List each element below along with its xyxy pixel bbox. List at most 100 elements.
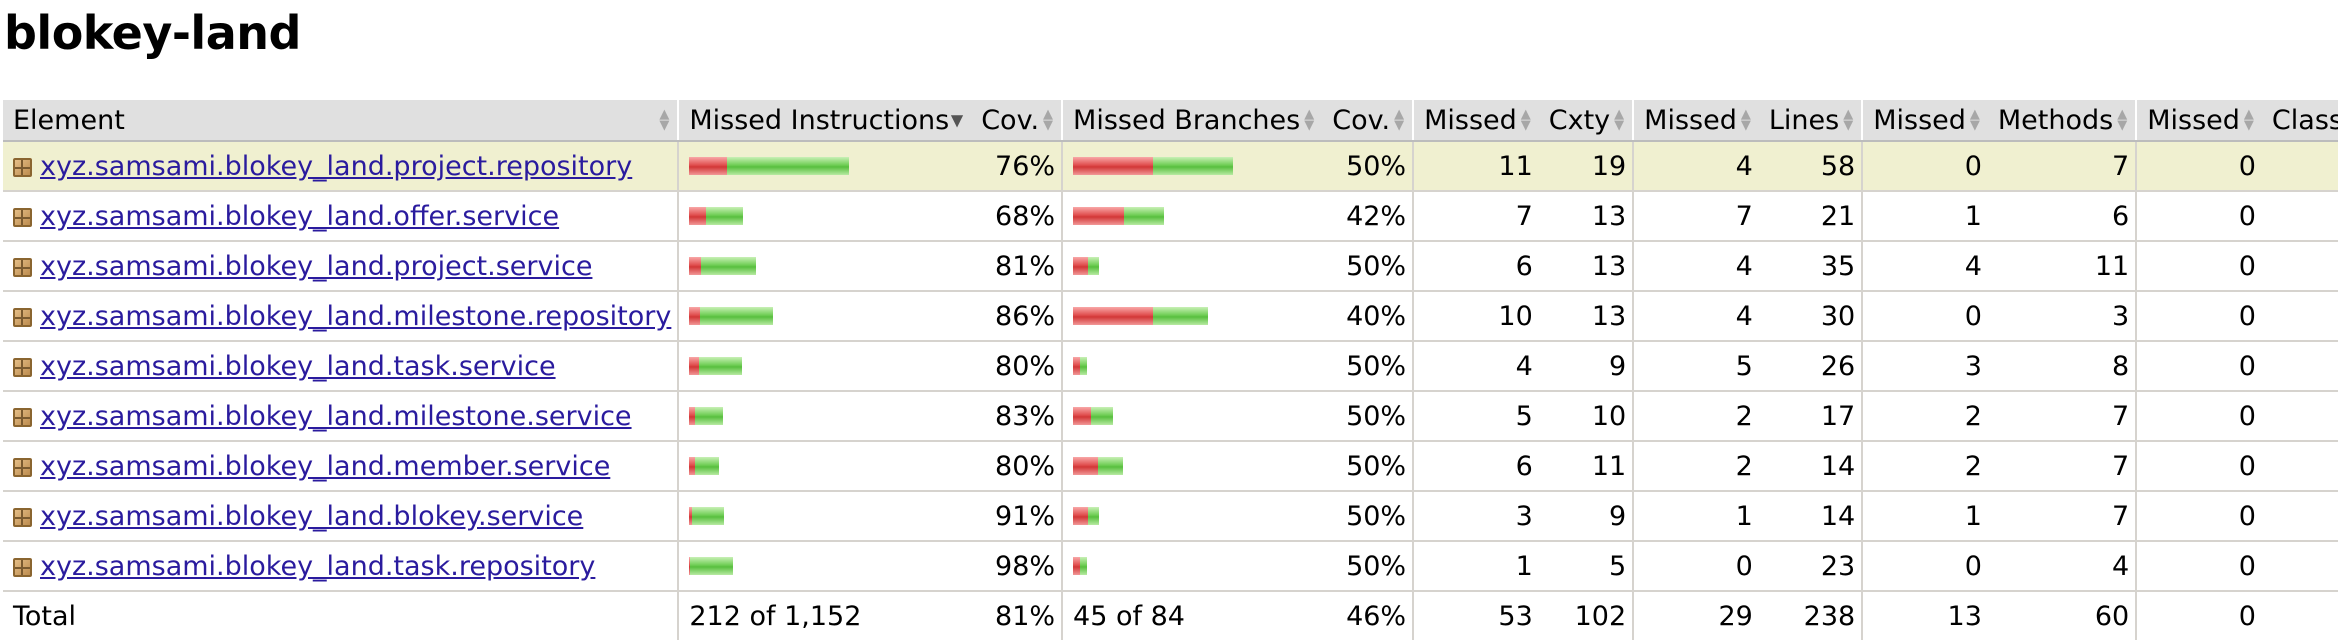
cov-instructions-cell: 98%	[971, 541, 1063, 592]
missed-methods-cell: 0	[1861, 541, 1988, 592]
total-instructions: 212 of 1,152	[677, 591, 972, 640]
package-link[interactable]: xyz.samsami.blokey_land.member.service	[40, 450, 611, 482]
missed-methods-cell: 1	[1861, 191, 1988, 242]
col-header-lines[interactable]: Lines ▲ ▼	[1758, 100, 1863, 142]
table-row: xyz.samsami.blokey_land.milestone.servic…	[3, 391, 2338, 442]
lines-cell: 23	[1758, 541, 1863, 592]
package-link[interactable]: xyz.samsami.blokey_land.offer.service	[40, 200, 560, 232]
col-header-element[interactable]: Element ▲ ▼	[3, 100, 679, 142]
cov-instructions-cell: 83%	[971, 391, 1063, 442]
missed-bar-segment	[1073, 507, 1089, 525]
cov-instructions-cell: 86%	[971, 291, 1063, 342]
package-icon	[13, 257, 32, 277]
package-icon	[13, 307, 32, 327]
page-title: blokey-land	[4, 6, 301, 60]
missed-branches-cell	[1061, 291, 1323, 342]
total-lines: 238	[1803, 600, 1856, 632]
missed-classes-cell: 0	[2135, 391, 2262, 442]
missed-classes-cell: 0	[2135, 441, 2262, 492]
missed-lines-cell: 1	[1632, 491, 1759, 542]
col-header-methods[interactable]: Methods ▲ ▼	[1987, 100, 2137, 142]
element-cell: xyz.samsami.blokey_land.milestone.servic…	[3, 391, 679, 442]
covered-bar-segment	[1088, 257, 1100, 275]
coverage-bar	[689, 157, 965, 175]
col-header-cov-branches[interactable]: Cov. ▲ ▼	[1322, 100, 1414, 142]
missed-cxty-cell: 5	[1412, 391, 1539, 442]
covered-bar-segment	[692, 507, 725, 525]
col-header-cov-instructions[interactable]: Cov. ▲ ▼	[971, 100, 1063, 142]
total-missed-cxty: 53	[1412, 591, 1539, 640]
package-link[interactable]: xyz.samsami.blokey_land.milestone.reposi…	[40, 300, 672, 332]
col-header-cov-branches-label: Cov.	[1332, 104, 1391, 136]
sort-desc-icon: ▲▼	[950, 110, 964, 130]
col-header-missed-lines[interactable]: Missed ▲ ▼	[1632, 100, 1759, 142]
missed-branches-cell	[1061, 341, 1323, 392]
missed-cxty-cell: 3	[1412, 491, 1539, 542]
missed-bar-segment	[689, 207, 707, 225]
element-cell: xyz.samsami.blokey_land.member.service	[3, 441, 679, 492]
coverage-bar	[1073, 407, 1316, 425]
missed-lines-cell: 2	[1632, 391, 1759, 442]
missed-branches-cell	[1061, 191, 1323, 242]
cxty-cell: 13	[1538, 191, 1634, 242]
coverage-bar	[689, 307, 965, 325]
cov-instructions-cell: 76%	[971, 141, 1063, 192]
coverage-bar	[689, 407, 965, 425]
col-header-cxty[interactable]: Cxty ▲ ▼	[1538, 100, 1634, 142]
lines-cell: 35	[1758, 241, 1863, 292]
methods-cell: 7	[1987, 391, 2137, 442]
missed-bar-segment	[689, 357, 700, 375]
col-header-classes[interactable]: Classes ▲▼	[2261, 100, 2338, 142]
missed-cxty-cell: 6	[1412, 441, 1539, 492]
classes-cell: 1	[2261, 241, 2338, 292]
coverage-bar	[689, 257, 965, 275]
sort-icon: ▲ ▼	[1394, 107, 1405, 133]
package-link[interactable]: xyz.samsami.blokey_land.milestone.servic…	[40, 400, 632, 432]
element-cell: xyz.samsami.blokey_land.project.reposito…	[3, 141, 679, 192]
package-link[interactable]: xyz.samsami.blokey_land.project.reposito…	[40, 150, 633, 182]
coverage-bar	[1073, 207, 1316, 225]
lines-cell: 26	[1758, 341, 1863, 392]
missed-bar-segment	[1073, 457, 1099, 475]
cov-instructions-cell: 80%	[971, 341, 1063, 392]
package-link[interactable]: xyz.samsami.blokey_land.task.repository	[40, 550, 596, 582]
package-link[interactable]: xyz.samsami.blokey_land.project.service	[40, 250, 593, 282]
package-icon	[13, 557, 32, 577]
coverage-table: Element ▲▼ Missed Instructions ▲▼ Cov. ▲…	[3, 100, 2338, 640]
coverage-bar	[1073, 557, 1316, 575]
col-header-cov-instructions-label: Cov.	[981, 104, 1040, 136]
package-link[interactable]: xyz.samsami.blokey_land.task.service	[40, 350, 556, 382]
coverage-bar	[1073, 357, 1316, 375]
cxty-cell: 9	[1538, 341, 1634, 392]
missed-instructions-cell	[677, 541, 972, 592]
col-header-missed-instructions[interactable]: Missed Instructions ▲▼	[677, 100, 972, 142]
cov-branches-cell: 50%	[1322, 341, 1414, 392]
total-missed-methods: 13	[1861, 591, 1988, 640]
covered-bar-segment	[1098, 457, 1124, 475]
package-icon	[13, 157, 32, 177]
package-icon	[13, 357, 32, 377]
missed-instructions-cell	[677, 391, 972, 442]
col-header-classes-label: Classes	[2271, 104, 2338, 136]
col-header-missed-classes-label: Missed	[2147, 104, 2240, 136]
cxty-cell: 11	[1538, 441, 1634, 492]
missed-classes-cell: 0	[2135, 191, 2262, 242]
col-header-missed-methods[interactable]: Missed ▲ ▼	[1861, 100, 1988, 142]
package-link[interactable]: xyz.samsami.blokey_land.blokey.service	[40, 500, 584, 532]
lines-cell: 21	[1758, 191, 1863, 242]
cxty-cell: 9	[1538, 491, 1634, 542]
package-icon	[13, 207, 32, 227]
lines-cell: 14	[1758, 491, 1863, 542]
col-header-missed-branches[interactable]: Missed Branches ▲ ▼	[1061, 100, 1323, 142]
col-header-missed-classes[interactable]: Missed ▲ ▼	[2135, 100, 2262, 142]
covered-bar-segment	[1153, 307, 1209, 325]
missed-bar-segment	[689, 307, 701, 325]
total-label: Total	[13, 600, 77, 632]
missed-cxty-cell: 1	[1412, 541, 1539, 592]
total-row: Total 212 of 1,152 81% 45 of 84 46% 53 1…	[3, 591, 2338, 640]
col-header-missed-cxty[interactable]: Missed ▲ ▼	[1412, 100, 1539, 142]
missed-methods-cell: 0	[1861, 291, 1988, 342]
cxty-cell: 19	[1538, 141, 1634, 192]
sort-icon: ▲ ▼	[1740, 107, 1751, 133]
col-header-element-label: Element	[13, 104, 125, 136]
